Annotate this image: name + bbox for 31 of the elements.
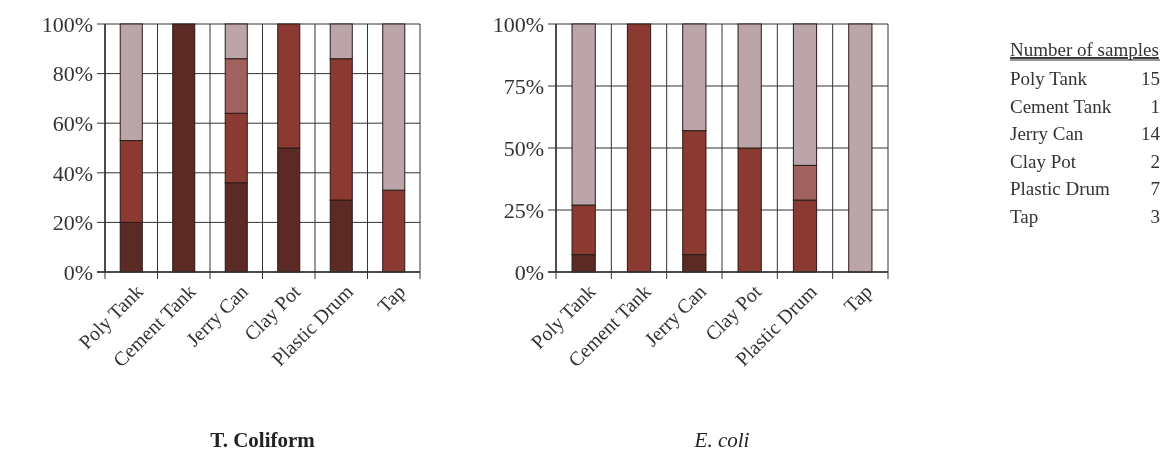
category-label: Cement Tank — [1010, 95, 1112, 117]
y-tick-label: 80% — [52, 61, 93, 87]
bar — [172, 23, 196, 273]
x-tick-label: Tap — [839, 280, 877, 318]
text: Number of samples — [1010, 39, 1159, 60]
data-label: 15 — [1141, 68, 1160, 89]
bar — [626, 23, 652, 273]
data-label: 2 — [1150, 150, 1160, 172]
data-label: 7 — [1150, 178, 1160, 199]
bar — [848, 23, 873, 273]
category-label: Clay Pot — [1010, 150, 1077, 172]
data-label: 1 — [1150, 95, 1160, 117]
data-label: 3 — [1150, 205, 1160, 227]
text: E. coli — [693, 428, 750, 452]
data-label: 14 — [1141, 123, 1161, 144]
category-label: Plastic Drum — [1010, 178, 1110, 199]
y-tick-label: 50% — [503, 135, 544, 161]
text: T. Coliform — [210, 428, 316, 452]
y-tick-label: 0% — [514, 259, 544, 285]
category-label: Tap — [1010, 205, 1039, 227]
category-label: Poly Tank — [1010, 68, 1088, 89]
y-tick-label: 0% — [63, 259, 93, 285]
category-label: Jerry Can — [1010, 123, 1084, 144]
y-tick-label: 25% — [503, 197, 544, 223]
y-tick-label: 75% — [503, 73, 544, 99]
y-tick-label: 100% — [492, 11, 544, 37]
y-tick-label: 60% — [52, 110, 93, 136]
y-tick-label: 20% — [52, 210, 93, 236]
y-tick-label: 100% — [41, 11, 93, 37]
x-tick-label: Tap — [372, 280, 411, 318]
y-tick-label: 40% — [52, 160, 93, 186]
